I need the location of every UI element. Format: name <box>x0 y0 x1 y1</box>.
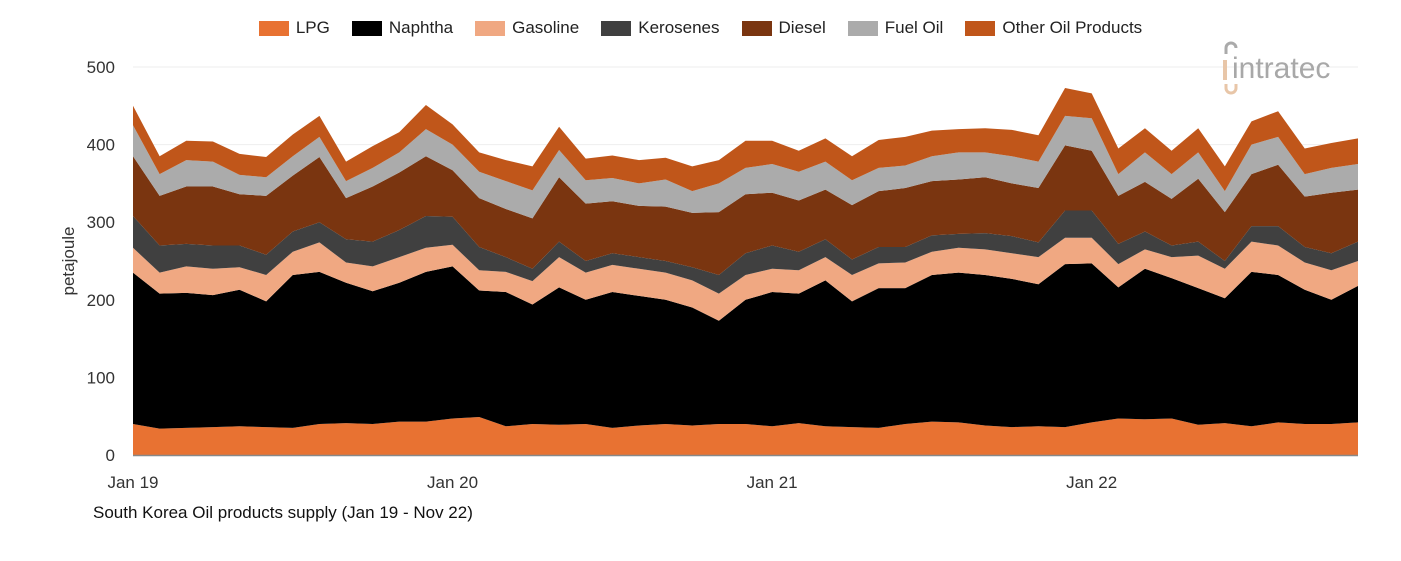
logo-arc-top <box>1224 41 1238 54</box>
legend-item: Kerosenes <box>601 18 720 38</box>
area-gasoline <box>133 237 1358 321</box>
legend-swatch <box>741 20 772 36</box>
legend-label: Diesel <box>778 18 826 37</box>
area-fuel-oil <box>133 115 1358 219</box>
logo-bar <box>1223 60 1227 80</box>
y-tick-label: 200 <box>87 291 115 310</box>
legend-swatch <box>351 20 382 36</box>
legend-swatch <box>601 20 632 36</box>
legend-label: Other Oil Products <box>1002 18 1143 37</box>
legend-item: Other Oil Products <box>965 18 1142 38</box>
legend-item: Naphtha <box>351 18 454 38</box>
legend: LPG Naphtha Gasoline Kerosenes Diesel Fuel Oi… <box>0 18 1401 38</box>
legend-swatch <box>965 20 996 36</box>
area-diesel <box>133 145 1358 275</box>
area-lpg <box>133 416 1358 455</box>
x-tick-label: Jan 22 <box>1066 473 1117 492</box>
legend-label: Fuel Oil <box>884 18 944 37</box>
legend-item: Diesel <box>741 18 826 38</box>
legend-label: Gasoline <box>512 18 580 37</box>
logo-arc-bottom <box>1224 84 1238 95</box>
legend-label: Kerosenes <box>638 18 720 37</box>
y-tick-label: 300 <box>87 213 115 232</box>
y-tick-label: 100 <box>87 368 115 387</box>
y-tick-label: 400 <box>87 136 115 155</box>
y-axis-label: petajoule <box>59 226 78 295</box>
legend-swatch <box>475 20 506 36</box>
chart-caption: South Korea Oil products supply (Jan 19 … <box>93 503 473 522</box>
area-kerosenes <box>133 210 1358 294</box>
y-tick-label: 0 <box>106 446 115 465</box>
legend-label: Naphtha <box>388 18 454 37</box>
x-tick-label: Jan 21 <box>747 473 798 492</box>
legend-swatch <box>847 20 878 36</box>
x-tick-label: Jan 19 <box>107 473 158 492</box>
legend-label: LPG <box>295 18 330 37</box>
area-naphtha <box>133 263 1358 429</box>
legend-item: LPG <box>258 18 330 38</box>
x-tick-label: Jan 20 <box>427 473 478 492</box>
y-tick-label: 500 <box>87 58 115 77</box>
intratec-logo: intratec <box>1223 41 1330 95</box>
legend-swatch <box>258 20 289 36</box>
area-other-oil-products <box>133 87 1358 192</box>
legend-item: Fuel Oil <box>847 18 944 38</box>
legend-item: Gasoline <box>475 18 579 38</box>
logo-text: intratec <box>1232 52 1330 85</box>
